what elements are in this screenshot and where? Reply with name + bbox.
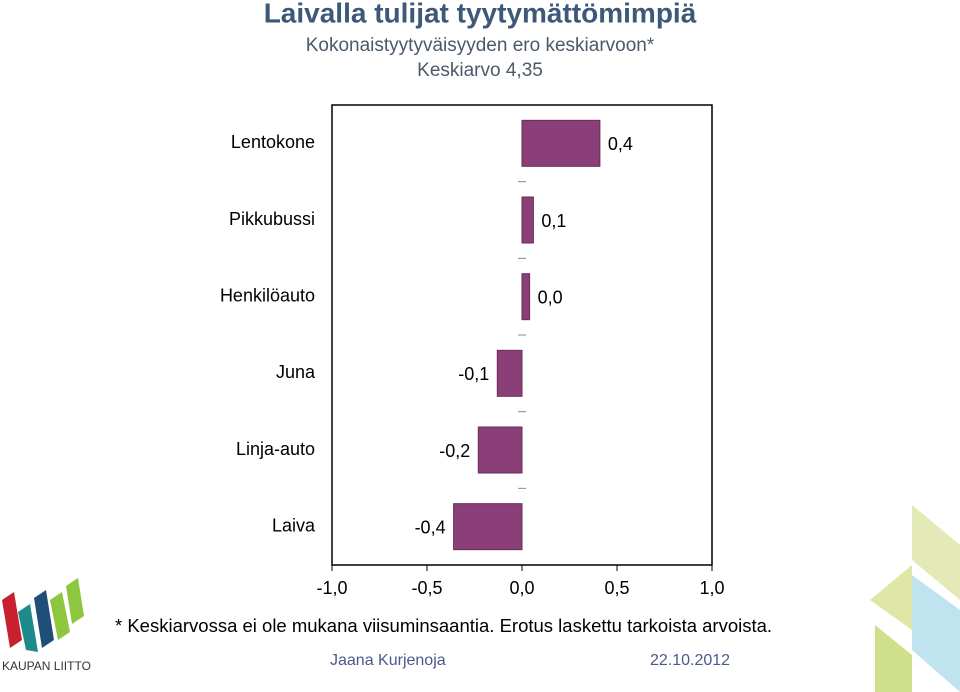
logo: KAUPAN LIITTO [2,578,91,673]
bar [521,196,534,244]
bar [496,349,523,397]
value-label: -0,4 [415,517,446,537]
value-label: -0,1 [458,364,489,384]
footnote: * Keskiarvossa ei ole mukana viisuminsaa… [115,615,772,636]
chart-subtitle: Keskiarvo 4,35 [417,60,543,81]
footer-date: 22.10.2012 [650,652,730,669]
logo-text: KAUPAN LIITTO [2,659,91,673]
y-tick-label: Henkilöauto [220,285,315,305]
value-label: 0,4 [608,134,633,154]
bar [521,119,601,167]
x-tick-label: -1,0 [316,578,347,598]
value-label: -0,2 [439,441,470,461]
y-tick-label: Lentokone [231,132,315,152]
x-tick-label: -0,5 [411,578,442,598]
y-tick-label: Juna [276,362,316,382]
bar [521,273,531,321]
chart-title: Laivalla tulijat tyytymättömimpiä [264,0,697,28]
decoration [870,505,960,692]
y-tick-label: Laiva [272,515,316,535]
y-tick-label: Pikkubussi [229,209,315,229]
x-tick-label: 1,0 [699,578,724,598]
value-label: 0,1 [541,211,566,231]
value-label: 0,0 [538,287,563,307]
y-tick-label: Linja-auto [236,439,315,459]
x-tick-label: 0,0 [509,578,534,598]
bar [477,426,523,474]
footer-author: Jaana Kurjenoja [330,652,446,669]
bar [453,503,523,551]
chart-subtitle: Kokonaistyytyväisyyden ero keskiarvoon* [306,35,655,56]
x-tick-label: 0,5 [604,578,629,598]
